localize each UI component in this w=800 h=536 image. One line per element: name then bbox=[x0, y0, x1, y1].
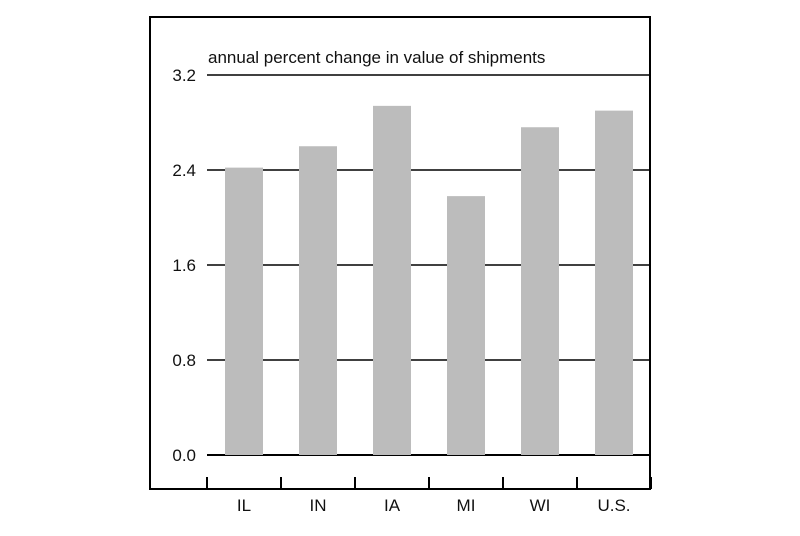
bar-il bbox=[225, 167, 263, 455]
y-tick-label: 2.4 bbox=[172, 161, 196, 180]
bars bbox=[225, 105, 633, 455]
x-tick-label: WI bbox=[530, 496, 551, 515]
x-tick-label: U.S. bbox=[597, 496, 630, 515]
chart-title: annual percent change in value of shipme… bbox=[208, 48, 545, 67]
y-tick-label: 1.6 bbox=[172, 256, 196, 275]
bar-us bbox=[595, 110, 633, 455]
gridlines bbox=[207, 74, 650, 456]
bar-wi bbox=[521, 127, 559, 455]
x-tick-label: IL bbox=[237, 496, 251, 515]
bar-ia bbox=[373, 105, 411, 455]
axes bbox=[206, 477, 652, 489]
bar-in bbox=[299, 146, 337, 455]
bar-mi bbox=[447, 196, 485, 455]
plot-frame bbox=[149, 16, 651, 490]
x-tick-label: MI bbox=[457, 496, 476, 515]
x-tick-label: IN bbox=[310, 496, 327, 515]
y-tick-label: 0.8 bbox=[172, 351, 196, 370]
y-tick-label: 3.2 bbox=[172, 66, 196, 85]
labels: 0.0 0.8 1.6 2.4 3.2 IL IN IA MI WI U.S. bbox=[172, 66, 630, 515]
x-tick-label: IA bbox=[384, 496, 401, 515]
y-tick-label: 0.0 bbox=[172, 446, 196, 465]
